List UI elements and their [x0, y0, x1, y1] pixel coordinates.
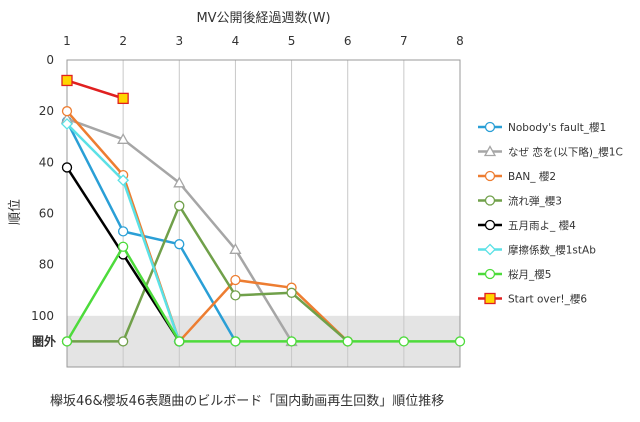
x-tick-label: 4: [232, 34, 240, 48]
x-tick-label: 6: [344, 34, 352, 48]
legend-item: 桜月_櫻5: [478, 268, 551, 281]
data-point: [454, 336, 466, 347]
legend-label: 摩擦係数_櫻1stAb: [508, 244, 596, 257]
legend-item: なぜ 恋を(以下略)_櫻1C: [478, 145, 623, 159]
data-point: [117, 241, 129, 252]
legend-item: BAN_ 櫻2: [478, 170, 556, 183]
y-tick-label: 0: [46, 53, 54, 67]
data-point: [286, 287, 297, 298]
y-tick-label: 40: [39, 155, 54, 169]
y-tick-label: 60: [39, 207, 54, 221]
series-line: [67, 204, 349, 343]
legend-label: 流れ弾_櫻3: [508, 195, 562, 208]
series-8: [61, 74, 129, 105]
legend-label: なぜ 恋を(以下略)_櫻1C: [508, 146, 623, 159]
data-point: [174, 239, 185, 250]
legend-item: 流れ弾_櫻3: [478, 195, 562, 208]
data-point: [61, 106, 73, 117]
legend-label: Nobody's fault_櫻1: [508, 121, 606, 134]
series-line: [66, 110, 349, 343]
legend-item: Start over!_櫻6: [478, 293, 587, 306]
data-point: [230, 274, 241, 286]
y-tick-label: 100: [31, 309, 54, 323]
series-line: [65, 245, 460, 343]
x-tick-label: 2: [119, 34, 127, 48]
data-point: [117, 132, 130, 144]
data-point: [61, 162, 73, 173]
x-tick-label: 3: [175, 34, 183, 48]
data-point: [61, 74, 73, 87]
legend-label: 五月雨よ_ 櫻4: [508, 219, 576, 232]
data-point: [230, 290, 241, 301]
x-tick-label: 8: [456, 34, 464, 48]
y-axis-title: 順位: [8, 199, 23, 225]
data-point: [229, 242, 242, 254]
chart-caption: 欅坂46&櫻坂46表題曲のビルボード「国内動画再生回数」順位推移: [50, 394, 445, 409]
data-point: [117, 336, 129, 347]
data-point: [117, 226, 129, 237]
series-line: [65, 120, 237, 343]
data-point: [398, 336, 410, 347]
data-point: [286, 336, 297, 347]
y-tick-label: 80: [39, 258, 54, 272]
legend-item: 五月雨よ_ 櫻4: [478, 219, 576, 232]
data-point: [61, 118, 73, 130]
data-point: [174, 336, 185, 347]
x-axis-title: MV公開後経過週数(W): [196, 11, 330, 26]
legend-label: BAN_ 櫻2: [508, 170, 556, 183]
series-7: [61, 241, 466, 347]
x-tick-labels: 1 2 3 4 5 6 7 8: [63, 34, 464, 48]
legend-swatch-marker: [483, 145, 497, 157]
legend: Nobody's fault_櫻1 なぜ 恋を(以下略)_櫻1C BAN_ 櫻2 流れ…: [478, 121, 623, 306]
legend-label: Start over!_櫻6: [508, 293, 587, 306]
legend-swatch-marker: [484, 121, 496, 133]
series-1: [61, 116, 241, 347]
y-tick-label-out-of-rank: 圏外: [32, 333, 56, 348]
x-tick-label: 1: [63, 34, 71, 48]
data-point: [174, 200, 185, 211]
series-layer: [60, 74, 466, 348]
data-point: [61, 336, 73, 347]
legend-swatch-marker: [484, 268, 496, 280]
y-tick-label: 20: [39, 104, 54, 118]
data-point: [117, 174, 130, 187]
data-point: [173, 176, 186, 188]
data-point: [117, 92, 129, 105]
x-tick-label: 7: [400, 34, 408, 48]
legend-swatch-marker: [484, 243, 496, 256]
data-point: [342, 336, 353, 347]
legend-swatch-marker: [484, 170, 496, 182]
legend-label: 桜月_櫻5: [508, 268, 551, 281]
legend-item: Nobody's fault_櫻1: [478, 121, 606, 134]
x-tick-label: 5: [288, 34, 296, 48]
legend-swatch-marker: [484, 292, 496, 305]
data-point: [230, 336, 241, 347]
legend-swatch-marker: [484, 219, 496, 231]
y-tick-labels: 0 20 40 60 80 100 圏外: [31, 53, 56, 348]
legend-item: 摩擦係数_櫻1stAb: [478, 244, 596, 257]
series-line: [66, 79, 124, 100]
plot-frame: [66, 59, 461, 368]
legend-swatch-marker: [484, 195, 496, 206]
